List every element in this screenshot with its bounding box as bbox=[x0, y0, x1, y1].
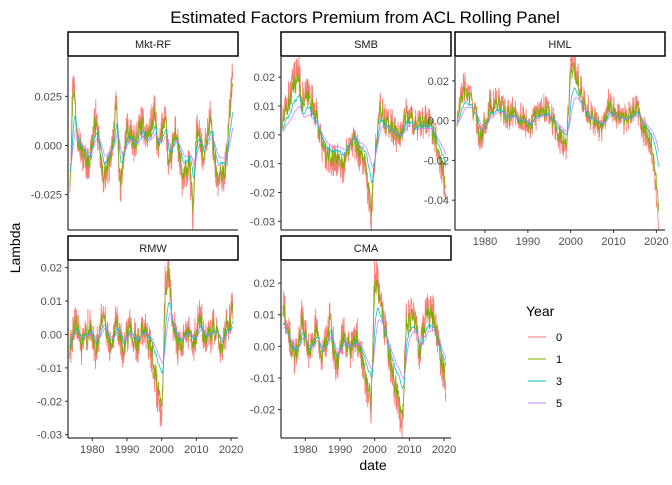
y-tick-label: -0.04 bbox=[424, 195, 449, 207]
series-group bbox=[69, 63, 234, 230]
y-tick-label: -0.03 bbox=[250, 216, 275, 228]
y-tick-label: -0.03 bbox=[37, 430, 62, 442]
series-group bbox=[456, 57, 659, 230]
series-line-1 bbox=[69, 83, 234, 213]
y-tick-label: 0.02 bbox=[41, 263, 62, 275]
y-tick-label: 0.01 bbox=[41, 296, 62, 308]
panels-layer: Mkt-RF-0.0250.0000.025SMB-0.03-0.02-0.01… bbox=[31, 31, 669, 456]
x-tick-label: 2000 bbox=[149, 444, 173, 456]
facet-label: HML bbox=[548, 39, 571, 51]
x-axis-label: date bbox=[359, 457, 386, 473]
y-tick-label: 0.00 bbox=[254, 130, 275, 142]
panel-cma: CMA -0.02 -0.01 0.00 0.01 0.02 1980 1990 2000 201… bbox=[250, 235, 456, 456]
y-tick-label: -0.02 bbox=[250, 188, 275, 200]
series-line-5 bbox=[282, 319, 447, 379]
facet-strip bbox=[67, 235, 239, 261]
y-tick-label: 0.00 bbox=[254, 341, 275, 353]
x-tick-label: 1980 bbox=[473, 236, 497, 248]
panel-hml: HML -0.04 -0.02 0.00 0.02 1980 1990 2000 2010 202… bbox=[424, 31, 669, 248]
x-tick-label: 2020 bbox=[644, 236, 668, 248]
y-tick-label: -0.02 bbox=[424, 155, 449, 167]
series-line-3 bbox=[282, 306, 447, 389]
x-tick-label: 2010 bbox=[397, 444, 421, 456]
panel-mkt-rf: Mkt-RF -0.025 0.000 0.025 bbox=[31, 31, 239, 231]
facet-strip bbox=[454, 31, 666, 57]
y-tick-label: 0.02 bbox=[428, 76, 449, 88]
x-tick-label: 1980 bbox=[80, 444, 104, 456]
x-tick-label: 1990 bbox=[115, 444, 139, 456]
y-tick-label: 0.000 bbox=[34, 140, 62, 152]
y-tick-label: 0.02 bbox=[254, 72, 275, 84]
series-line-1 bbox=[282, 279, 446, 420]
panel-rmw: RMW -0.03 -0.02 -0.01 0.00 0.01 0.02 1980 1990 20… bbox=[37, 235, 243, 456]
y-axis-label: Lambda bbox=[7, 222, 23, 273]
legend-label-5: 5 bbox=[556, 398, 562, 410]
legend-title: Year bbox=[526, 303, 555, 319]
y-tick-label: -0.025 bbox=[31, 190, 62, 202]
y-tick-label: -0.01 bbox=[37, 363, 62, 375]
series-line-3 bbox=[69, 302, 233, 374]
series-line-0 bbox=[69, 261, 234, 427]
y-tick-label: -0.02 bbox=[37, 396, 62, 408]
series-line-0 bbox=[456, 57, 659, 230]
legend-label-3: 3 bbox=[556, 376, 562, 388]
legend-label-0: 0 bbox=[556, 332, 562, 344]
x-tick-label: 2020 bbox=[219, 444, 243, 456]
facet-strip bbox=[67, 31, 239, 57]
chart-title: Estimated Factors Premium from ACL Rolli… bbox=[170, 8, 560, 27]
facet-label: CMA bbox=[354, 243, 379, 255]
x-tick-label: 1990 bbox=[516, 236, 540, 248]
facet-label: RMW bbox=[139, 243, 167, 255]
y-tick-label: -0.02 bbox=[250, 405, 275, 417]
y-tick-label: 0.01 bbox=[254, 101, 275, 113]
legend: Year 0 1 3 5 bbox=[526, 303, 562, 410]
x-tick-label: 1980 bbox=[293, 444, 317, 456]
y-tick-label: -0.01 bbox=[250, 159, 275, 171]
series-line-1 bbox=[282, 73, 447, 216]
series-line-5 bbox=[69, 313, 234, 364]
y-tick-label: 0.01 bbox=[254, 310, 275, 322]
legend-items: 0 1 3 5 bbox=[528, 332, 562, 410]
facet-label: Mkt-RF bbox=[135, 39, 171, 51]
series-group bbox=[69, 261, 234, 427]
y-tick-label: 0.00 bbox=[41, 329, 62, 341]
x-tick-label: 2010 bbox=[601, 236, 625, 248]
series-line-5 bbox=[282, 106, 447, 167]
x-tick-label: 1990 bbox=[328, 444, 352, 456]
panel-smb: SMB -0.03 -0.02 -0.01 0.00 0.01 0.02 bbox=[250, 31, 452, 231]
y-tick-label: 0.00 bbox=[428, 116, 449, 128]
y-tick-label: 0.025 bbox=[34, 91, 62, 103]
series-group bbox=[282, 261, 447, 438]
facet-label: SMB bbox=[354, 39, 378, 51]
x-tick-label: 2000 bbox=[362, 444, 386, 456]
x-tick-label: 2000 bbox=[558, 236, 582, 248]
series-group bbox=[282, 57, 447, 230]
series-line-0 bbox=[69, 63, 234, 230]
series-line-1 bbox=[456, 62, 659, 212]
legend-label-1: 1 bbox=[556, 354, 562, 366]
x-tick-label: 2010 bbox=[184, 444, 208, 456]
series-line-5 bbox=[69, 127, 234, 166]
x-tick-label: 2020 bbox=[432, 444, 456, 456]
y-tick-label: -0.01 bbox=[250, 373, 275, 385]
series-line-3 bbox=[282, 93, 447, 183]
series-line-0 bbox=[282, 57, 447, 230]
facet-strip bbox=[280, 235, 452, 261]
series-line-5 bbox=[456, 97, 659, 151]
series-line-1 bbox=[69, 266, 234, 407]
facet-strip bbox=[280, 31, 452, 57]
y-tick-label: 0.02 bbox=[254, 278, 275, 290]
